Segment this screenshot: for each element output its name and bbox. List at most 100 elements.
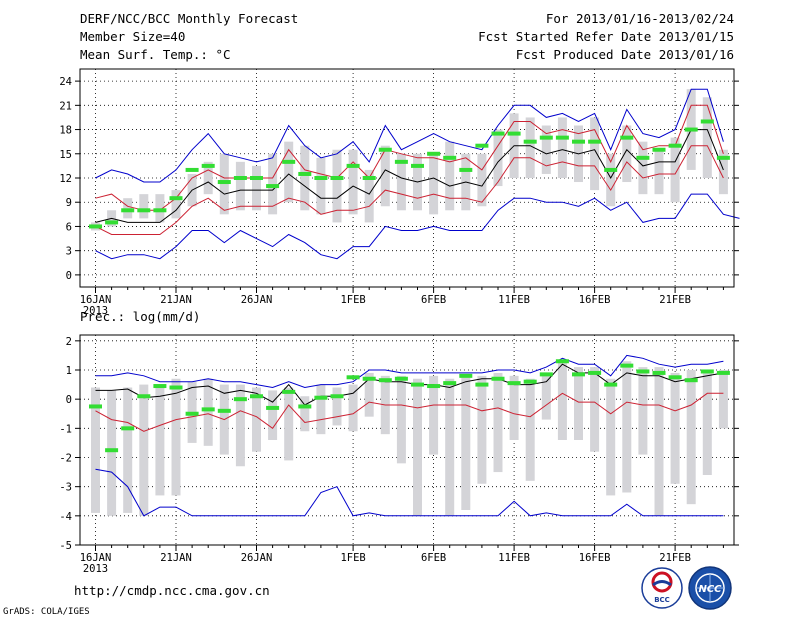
y-tick-label: 18	[59, 125, 72, 137]
spread-box	[332, 149, 342, 223]
median-marker	[523, 379, 537, 384]
spread-box	[364, 372, 374, 417]
x-year-label: 2013	[83, 305, 108, 317]
spread-box	[284, 141, 294, 203]
chart-title: DERF/NCC/BCC Monthly Forecast	[80, 11, 298, 26]
spread-box	[252, 387, 261, 452]
x-tick-label: 26JAN	[241, 552, 273, 564]
median-marker	[491, 376, 505, 381]
median-marker	[346, 163, 360, 168]
median-marker	[700, 119, 714, 124]
x-tick-label: 21JAN	[160, 294, 192, 306]
median-marker	[588, 139, 602, 144]
median-marker	[636, 155, 650, 160]
y-tick-label: -2	[59, 453, 72, 465]
x-tick-label: 16FEB	[579, 294, 611, 306]
spread-box	[477, 153, 487, 207]
plus-sigma-line	[95, 104, 724, 211]
spread-box	[557, 117, 567, 178]
spread-box	[252, 165, 261, 211]
median-marker	[394, 376, 408, 381]
x-tick-label: 21FEB	[659, 552, 691, 564]
bcc-logo-text: BCC	[654, 596, 670, 604]
spread-box	[525, 117, 535, 178]
x-tick-label: 11FEB	[498, 552, 530, 564]
x-tick-label: 6FEB	[421, 294, 446, 306]
median-marker	[684, 127, 698, 132]
ensemble-mean-line	[95, 129, 724, 223]
median-marker	[201, 407, 215, 412]
x-tick-label: 6FEB	[421, 552, 446, 564]
ensemble-mean-line	[95, 363, 724, 406]
member-size-label: Member Size=40	[80, 29, 185, 44]
spread-box	[638, 141, 648, 195]
forecast-produced-date: Fcst Produced Date 2013/01/16	[516, 47, 734, 62]
spread-box	[316, 384, 326, 435]
median-marker	[217, 408, 231, 413]
precip-panel: -5 -4 -3 -2 -1 0 1 2 16JAN 21JAN 26JAN 1FEB 6FEB 11FE…	[59, 334, 739, 575]
spread-box	[606, 378, 616, 496]
median-marker	[298, 171, 312, 176]
median-marker	[716, 155, 730, 160]
median-marker	[105, 220, 119, 225]
spread-box	[702, 97, 712, 178]
median-marker	[572, 372, 585, 377]
y-tick-label: 2	[66, 336, 72, 348]
median-marker	[217, 180, 231, 185]
median-marker	[121, 426, 135, 431]
median-marker	[266, 405, 280, 410]
x-tick-label: 16JAN	[80, 552, 112, 564]
median-marker	[250, 176, 263, 180]
spread-box	[155, 194, 165, 223]
spread-box	[380, 145, 390, 207]
spread-box	[429, 153, 439, 215]
spread-box	[590, 117, 600, 191]
median-marker	[250, 394, 263, 399]
temperature-panel-title: Mean Surf. Temp.: °C	[80, 47, 231, 62]
spread-box	[107, 390, 117, 516]
median-marker	[153, 208, 167, 213]
spread-box	[139, 384, 149, 516]
median-marker	[604, 167, 618, 172]
y-tick-label: -1	[59, 423, 72, 435]
median-marker	[362, 176, 376, 180]
median-marker	[507, 131, 521, 136]
median-marker	[475, 143, 489, 148]
x-tick-label: 11FEB	[498, 294, 530, 306]
x-tick-label: 16JAN	[80, 294, 112, 306]
median-marker	[684, 378, 698, 383]
spread-box	[686, 370, 696, 505]
spread-box	[590, 367, 600, 452]
x-tick-label: 16FEB	[579, 552, 611, 564]
source-url[interactable]: http://cmdp.ncc.cma.gov.cn	[74, 583, 270, 598]
median-marker	[700, 369, 714, 374]
spread-box	[670, 372, 680, 484]
spread-box	[235, 161, 245, 211]
spread-box	[123, 387, 133, 513]
y-tick-label: 24	[59, 76, 72, 88]
envelope-max-line	[95, 354, 724, 389]
spread-box	[557, 361, 567, 440]
forecast-start-date: Fcst Started Refer Date 2013/01/15	[478, 29, 734, 44]
median-marker	[668, 375, 682, 380]
median-marker	[185, 167, 199, 172]
median-marker	[362, 376, 376, 381]
median-marker	[266, 184, 280, 189]
spread-box	[348, 149, 358, 215]
spread-box	[123, 198, 133, 219]
spread-box	[622, 125, 632, 183]
median-marker	[378, 378, 392, 383]
spread-box	[284, 387, 294, 461]
plot-frame	[79, 68, 735, 288]
spread-box	[477, 375, 487, 484]
minus-sigma-line	[95, 145, 724, 235]
y-tick-label: 15	[59, 149, 72, 161]
spread-box	[654, 149, 664, 195]
y-tick-label: -4	[59, 511, 72, 523]
spread-box	[718, 149, 728, 195]
ncc-logo-text: NCC	[698, 584, 722, 595]
spread-box	[461, 375, 471, 510]
median-marker	[89, 404, 102, 409]
spread-box	[139, 194, 149, 219]
